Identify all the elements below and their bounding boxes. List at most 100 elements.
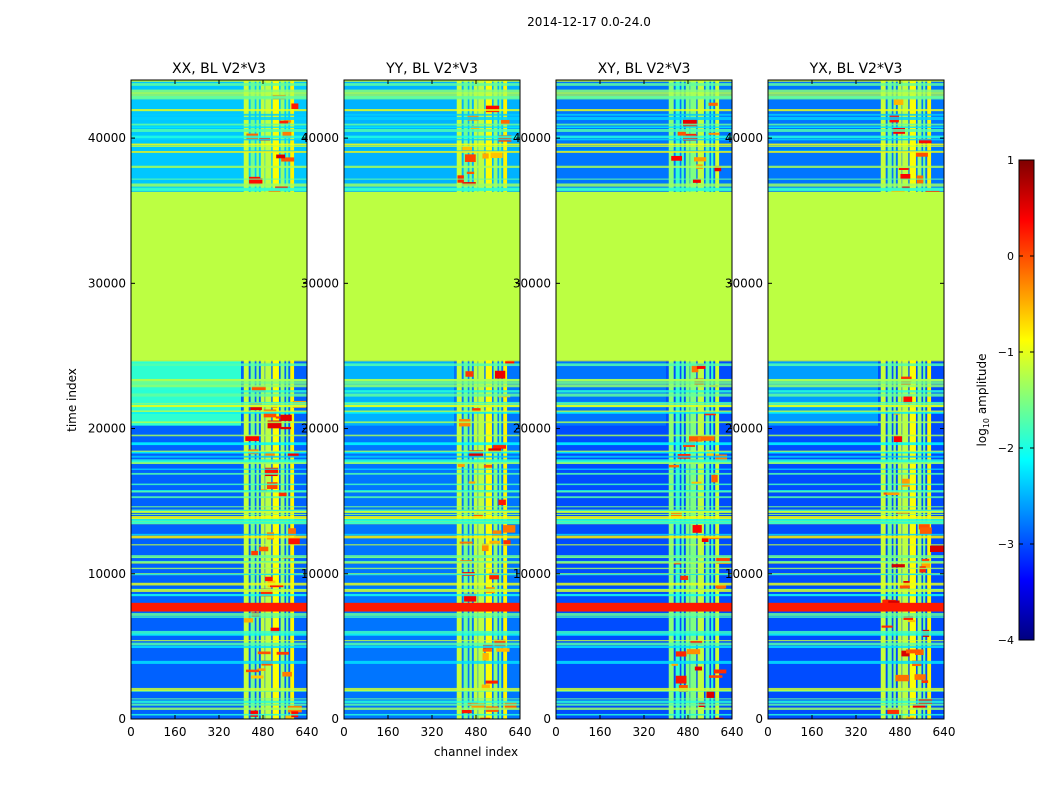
heatmap-time-stripe	[344, 402, 520, 405]
heatmap-time-stripe	[131, 509, 307, 513]
heatmap-channel-column	[250, 80, 255, 719]
x-tick-label: 160	[377, 725, 400, 739]
heatmap-hot-patch	[701, 536, 709, 542]
heatmap-channel-column	[887, 80, 892, 719]
heatmap-time-stripe	[556, 451, 732, 454]
heatmap-time-stripe	[344, 509, 520, 511]
heatmap-time-stripe	[344, 518, 520, 522]
heatmap-time-stripe	[344, 593, 520, 597]
y-tick-label: 20000	[725, 422, 763, 436]
heatmap-time-stripe	[344, 698, 520, 700]
heatmap-time-stripe	[768, 421, 944, 424]
heatmap-time-stripe	[556, 129, 732, 132]
heatmap-time-stripe	[556, 109, 732, 112]
heatmap-time-stripe	[344, 513, 520, 516]
heatmap-time-stripe	[131, 521, 307, 525]
heatmap-time-stripe	[556, 89, 732, 93]
heatmap-hot-patch	[690, 640, 703, 645]
heatmap-time-stripe	[768, 451, 944, 454]
heatmap-time-stripe	[131, 544, 307, 546]
heatmap-time-stripe	[344, 516, 520, 520]
heatmap-channel-column	[681, 80, 684, 719]
heatmap-time-stripe	[344, 381, 520, 384]
heatmap-hot-patch	[481, 684, 490, 691]
heatmap-time-stripe	[344, 410, 520, 413]
heatmap-hot-patch	[921, 561, 931, 569]
heatmap-hot-patch	[466, 171, 475, 174]
heatmap-time-stripe	[768, 455, 944, 458]
heatmap-time-stripe	[131, 92, 307, 95]
figure-title: 2014-12-17 0.0-24.0	[527, 15, 651, 29]
heatmap-time-stripe	[768, 633, 944, 636]
x-tick-label: 160	[801, 725, 824, 739]
heatmap-time-stripe	[556, 459, 732, 463]
heatmap-hot-patch	[708, 675, 723, 678]
heatmap-time-stripe	[344, 178, 520, 180]
heatmap-time-stripe	[131, 129, 307, 132]
heatmap-hot-patch	[682, 118, 697, 127]
y-tick-label: 20000	[88, 422, 126, 436]
heatmap-time-stripe	[344, 379, 520, 382]
heatmap-time-stripe	[131, 95, 307, 99]
y-tick-label: 0	[755, 712, 763, 726]
heatmap-rfi-band	[131, 602, 307, 612]
heatmap-time-stripe	[768, 687, 944, 692]
heatmap-hot-patch	[265, 452, 275, 456]
x-tick-label: 0	[552, 725, 560, 739]
heatmap-time-stripe	[344, 455, 520, 458]
heatmap-time-stripe	[556, 183, 732, 187]
heatmap-channel-column	[705, 80, 710, 719]
heatmap-channel-column	[469, 80, 472, 719]
heatmap-hot-patch	[893, 435, 902, 443]
y-tick-label: 30000	[513, 276, 551, 290]
heatmap-time-stripe	[556, 687, 732, 692]
heatmap-time-stripe	[768, 129, 944, 132]
heatmap-time-stripe	[556, 490, 732, 492]
heatmap-time-stripe	[131, 393, 307, 397]
heatmap-flagged-region	[344, 191, 520, 361]
x-tick-label: 320	[208, 725, 231, 739]
heatmap-channel-column	[290, 80, 295, 719]
heatmap-hot-patch	[714, 717, 724, 719]
y-tick-label: 20000	[513, 422, 551, 436]
x-tick-label: 640	[721, 725, 744, 739]
heatmap-hot-patch	[265, 576, 273, 582]
heatmap-hot-patch	[465, 371, 474, 377]
heatmap-time-stripe	[344, 151, 520, 153]
x-tick-label: 320	[845, 725, 868, 739]
heatmap-panel: YY, BL V2*V3 0 160 320 480 640 0 10000 20000 3000…	[301, 61, 532, 739]
panel-title: XX, BL V2*V3	[172, 61, 266, 77]
heatmap-time-stripe	[768, 560, 944, 563]
heatmap-time-stripe	[768, 459, 944, 463]
heatmap-rfi-band	[344, 602, 520, 612]
heatmap-time-stripe	[344, 707, 520, 710]
heatmap-time-stripe	[131, 410, 307, 413]
heatmap-hot-patch	[711, 474, 718, 483]
colorbar-label-suffix: amplitude	[975, 354, 989, 418]
heatmap-time-stripe	[556, 390, 732, 393]
heatmap-time-stripe	[768, 520, 944, 523]
heatmap-hot-patch	[692, 178, 701, 183]
heatmap-hot-patch	[921, 558, 930, 563]
heatmap-channel-column	[715, 80, 720, 719]
heatmap-time-stripe	[556, 703, 732, 706]
heatmap-time-stripe	[131, 83, 307, 86]
heatmap-time-stripe	[556, 461, 732, 465]
heatmap-time-stripe	[768, 363, 944, 367]
heatmap-time-stripe	[131, 434, 307, 437]
heatmap-time-stripe	[131, 483, 307, 486]
heatmap-channel-column	[485, 80, 492, 719]
heatmap-hot-patch	[688, 435, 703, 442]
heatmap-time-stripe	[131, 640, 307, 642]
heatmap-time-stripe	[556, 509, 732, 511]
heatmap-channel-column	[473, 80, 478, 719]
heatmap-time-stripe	[556, 567, 732, 570]
heatmap-time-stripe	[556, 506, 732, 508]
heatmap-time-stripe	[344, 520, 520, 523]
heatmap-time-stripe	[556, 363, 732, 367]
heatmap-time-stripe	[556, 145, 732, 147]
heatmap-time-stripe	[768, 384, 944, 388]
heatmap-time-stripe	[131, 135, 307, 139]
heatmap-time-stripe	[556, 468, 732, 470]
heatmap-time-stripe	[768, 95, 944, 97]
